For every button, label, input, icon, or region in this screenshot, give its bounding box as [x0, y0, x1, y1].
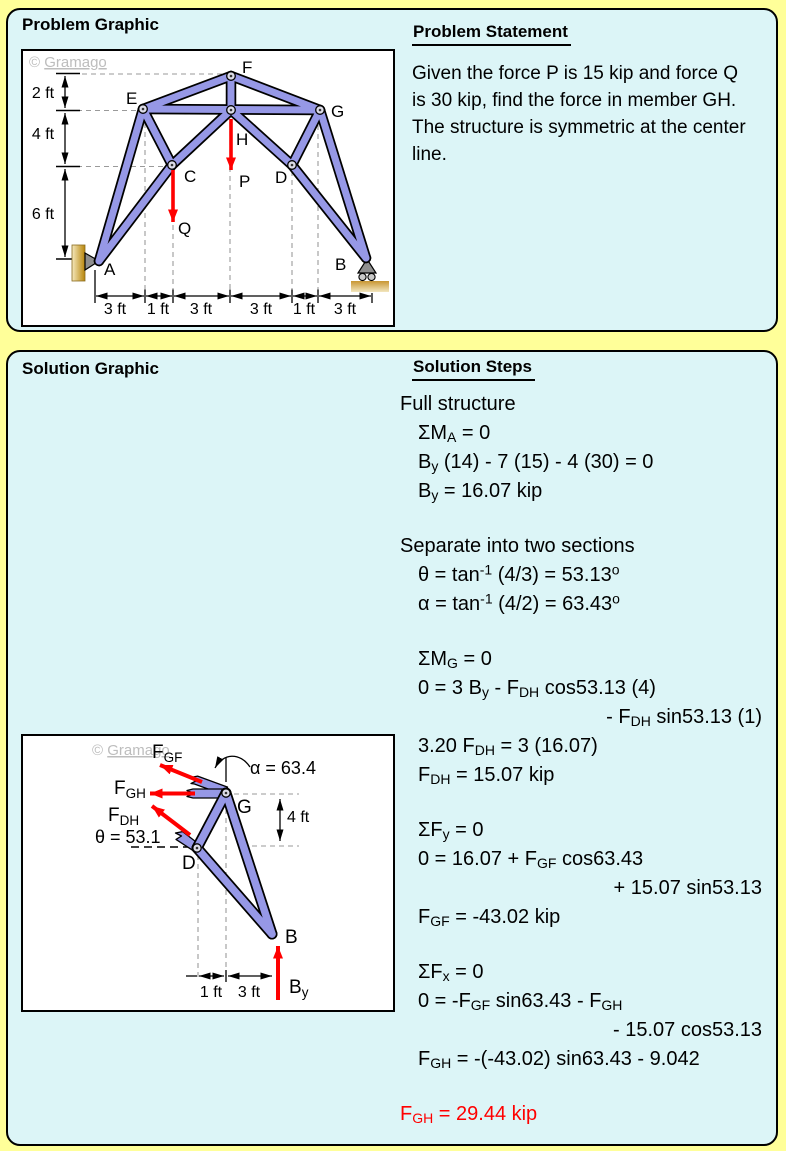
- dim-4ft-group: 4 ft: [276, 799, 310, 841]
- statement-line: is 30 kip, find the force in member GH.: [412, 90, 737, 111]
- section-member-fills: [193, 789, 276, 938]
- statement-line: Given the force P is 15 kip and force Q: [412, 63, 738, 84]
- equation-line: ΣFx = 0: [418, 961, 484, 985]
- equation-line: α = tan-1 (4/2) = 63.43o: [418, 590, 620, 615]
- label-G: G: [237, 797, 252, 818]
- force-arrows: [150, 763, 283, 1000]
- equation-line: FGF = -43.02 kip: [418, 906, 561, 930]
- label-P: P: [239, 172, 250, 191]
- dim-b4: 3 ft: [250, 301, 273, 318]
- eq-spacer: [400, 619, 776, 645]
- dim-b5: 1 ft: [293, 301, 316, 318]
- dim-6ft: 6 ft: [32, 206, 55, 223]
- equation-line: 3.20 FDH = 3 (16.07): [418, 735, 598, 759]
- statement-line: line.: [412, 144, 447, 165]
- cut-member-stubs: [174, 775, 229, 853]
- eq-spacer: [400, 932, 776, 958]
- label-theta: θ = 53.1: [95, 827, 161, 847]
- force-FDH-arrow: [150, 804, 192, 837]
- equation-line: FGH = 29.44 kip: [400, 1103, 538, 1127]
- roller-support-B: [351, 257, 389, 292]
- equation-line: θ = tan-1 (4/3) = 53.13o: [418, 561, 620, 586]
- dim-b2: 1 ft: [147, 301, 170, 318]
- construction-gridlines: [197, 793, 299, 981]
- label-D: D: [182, 853, 196, 874]
- section-labels: FGF FGH FDH θ = 53.1 α = 63.4 G D B By: [95, 742, 316, 1000]
- solution-steps-lines: Full structure ΣMA = 0 By (14) - 7 (15) - …: [400, 390, 776, 1129]
- equation-line: + 15.07 sin53.13: [613, 877, 762, 899]
- label-Q: Q: [178, 219, 191, 238]
- equation-line: ΣMG = 0: [418, 648, 492, 672]
- equation-line: By = 16.07 kip: [418, 480, 543, 504]
- pin-support-A: [71, 244, 101, 282]
- equation-line: By (14) - 7 (15) - 4 (30) = 0: [418, 451, 654, 475]
- equation-line: ΣMA = 0: [418, 422, 491, 446]
- force-FGF-arrow: [159, 763, 203, 784]
- solution-graphic-title: Solution Graphic: [22, 359, 159, 378]
- truss-joints: [138, 71, 325, 170]
- label-D: D: [275, 168, 287, 187]
- statement-line: The structure is symmetric at the center: [412, 117, 746, 138]
- dim-4ft: 4 ft: [32, 126, 55, 143]
- equation-line: Full structure: [400, 393, 516, 415]
- problem-graphic-box: © Gramago 2 ft: [21, 49, 395, 327]
- problem-panel: Problem Graphic © Gramago: [6, 8, 778, 332]
- label-H: H: [236, 130, 248, 149]
- watermark-link[interactable]: © Gramago: [29, 54, 107, 71]
- solution-panel: Solution Graphic © Gramago: [6, 350, 778, 1146]
- dim-b3: 3 ft: [190, 301, 213, 318]
- left-dimension: 2 ft 4 ft 6 ft: [32, 72, 80, 260]
- watermark-link[interactable]: © Gramago: [92, 742, 170, 759]
- label-B: B: [285, 927, 298, 948]
- truss-member-fills: [95, 72, 370, 265]
- solution-section-drawing: © Gramago: [92, 742, 316, 1001]
- alpha-angle-mark: [214, 755, 251, 782]
- label-By: By: [289, 977, 309, 1000]
- solution-steps-title: Solution Steps: [412, 357, 535, 381]
- equation-line: ΣFy = 0: [418, 819, 484, 843]
- load-arrows: [168, 119, 236, 222]
- equation-line: 0 = 3 By - FDH cos53.13 (4): [418, 677, 656, 701]
- problem-statement-text: Given the force P is 15 kip and force Q …: [412, 60, 784, 168]
- bottom-dimension: 1 ft 3 ft: [186, 970, 272, 1001]
- dim-b6: 3 ft: [334, 301, 357, 318]
- label-A: A: [104, 260, 116, 279]
- label-G: G: [331, 102, 344, 121]
- label-FGH: FGH: [114, 778, 146, 801]
- eq-spacer: [400, 1074, 776, 1100]
- equation-line: 0 = 16.07 + FGF cos63.43: [418, 848, 644, 872]
- section-joints: [192, 788, 231, 853]
- equation-line: 0 = -FGF sin63.43 - FGH: [418, 990, 623, 1014]
- label-FGF: FGF: [152, 742, 182, 765]
- eq-spacer: [400, 790, 776, 816]
- bottom-dimension: 3 ft 1 ft 3 ft 3 ft 1 ft 3 ft: [94, 270, 373, 318]
- label-C: C: [184, 167, 196, 186]
- problem-graphic-title: Problem Graphic: [22, 15, 159, 34]
- problem-statement-title: Problem Statement: [412, 22, 571, 46]
- problem-truss-drawing: © Gramago 2 ft: [29, 54, 389, 318]
- equation-line: - FDH sin53.13 (1): [606, 706, 762, 730]
- label-alpha: α = 63.4: [250, 758, 316, 778]
- dim-4ft-label: 4 ft: [287, 809, 310, 826]
- eq-spacer: [400, 506, 776, 532]
- equation-line: Separate into two sections: [400, 535, 635, 557]
- solution-graphic-box: © Gramago: [21, 734, 395, 1012]
- equation-line: FGH = -(-43.02) sin63.43 - 9.042: [418, 1048, 700, 1072]
- label-FDH: FDH: [108, 805, 139, 828]
- dim-1ft-label: 1 ft: [200, 984, 223, 1001]
- equation-line: FDH = 15.07 kip: [418, 764, 555, 788]
- equation-line: - 15.07 cos53.13: [613, 1019, 762, 1041]
- label-E: E: [126, 89, 137, 108]
- dim-2ft: 2 ft: [32, 85, 55, 102]
- truss-labels: A B C D E F G H P Q: [104, 58, 346, 279]
- label-B: B: [335, 255, 346, 274]
- dim-3ft-label: 3 ft: [238, 984, 261, 1001]
- dim-b1: 3 ft: [104, 301, 127, 318]
- label-F: F: [242, 58, 252, 77]
